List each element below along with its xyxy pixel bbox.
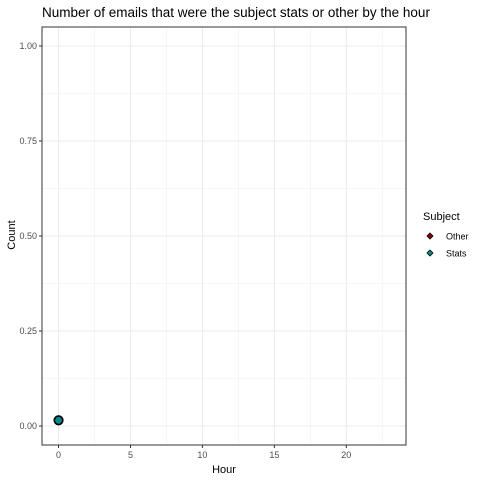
legend-key-other	[426, 232, 434, 240]
grid-major	[42, 27, 406, 445]
legend-key-stats	[426, 249, 434, 257]
y-tick-label: 1.00	[19, 41, 37, 51]
y-tick-label: 0.00	[19, 421, 37, 431]
x-tick-label: 15	[269, 450, 279, 460]
x-tick-label: 10	[197, 450, 207, 460]
x-axis-label: Hour	[212, 464, 236, 476]
legend-label-stats: Stats	[446, 249, 467, 259]
legend-title: Subject	[423, 211, 460, 223]
x-axis-ticks: 0 5 10 15 20	[56, 445, 351, 460]
legend-label-other: Other	[446, 232, 469, 242]
y-axis-label: Count	[6, 220, 18, 249]
data-point-stats	[53, 415, 64, 426]
y-axis-ticks: 0.00 0.25 0.50 0.75 1.00	[19, 41, 42, 431]
x-tick-label: 20	[341, 450, 351, 460]
y-tick-label: 0.75	[19, 136, 37, 146]
data-points	[53, 415, 64, 426]
legend: Subject Other Stats	[423, 211, 469, 259]
x-tick-label: 0	[56, 450, 61, 460]
y-tick-label: 0.25	[19, 326, 37, 336]
chart-title: Number of emails that were the subject s…	[42, 5, 430, 20]
x-tick-label: 5	[128, 450, 133, 460]
y-tick-label: 0.50	[19, 231, 37, 241]
